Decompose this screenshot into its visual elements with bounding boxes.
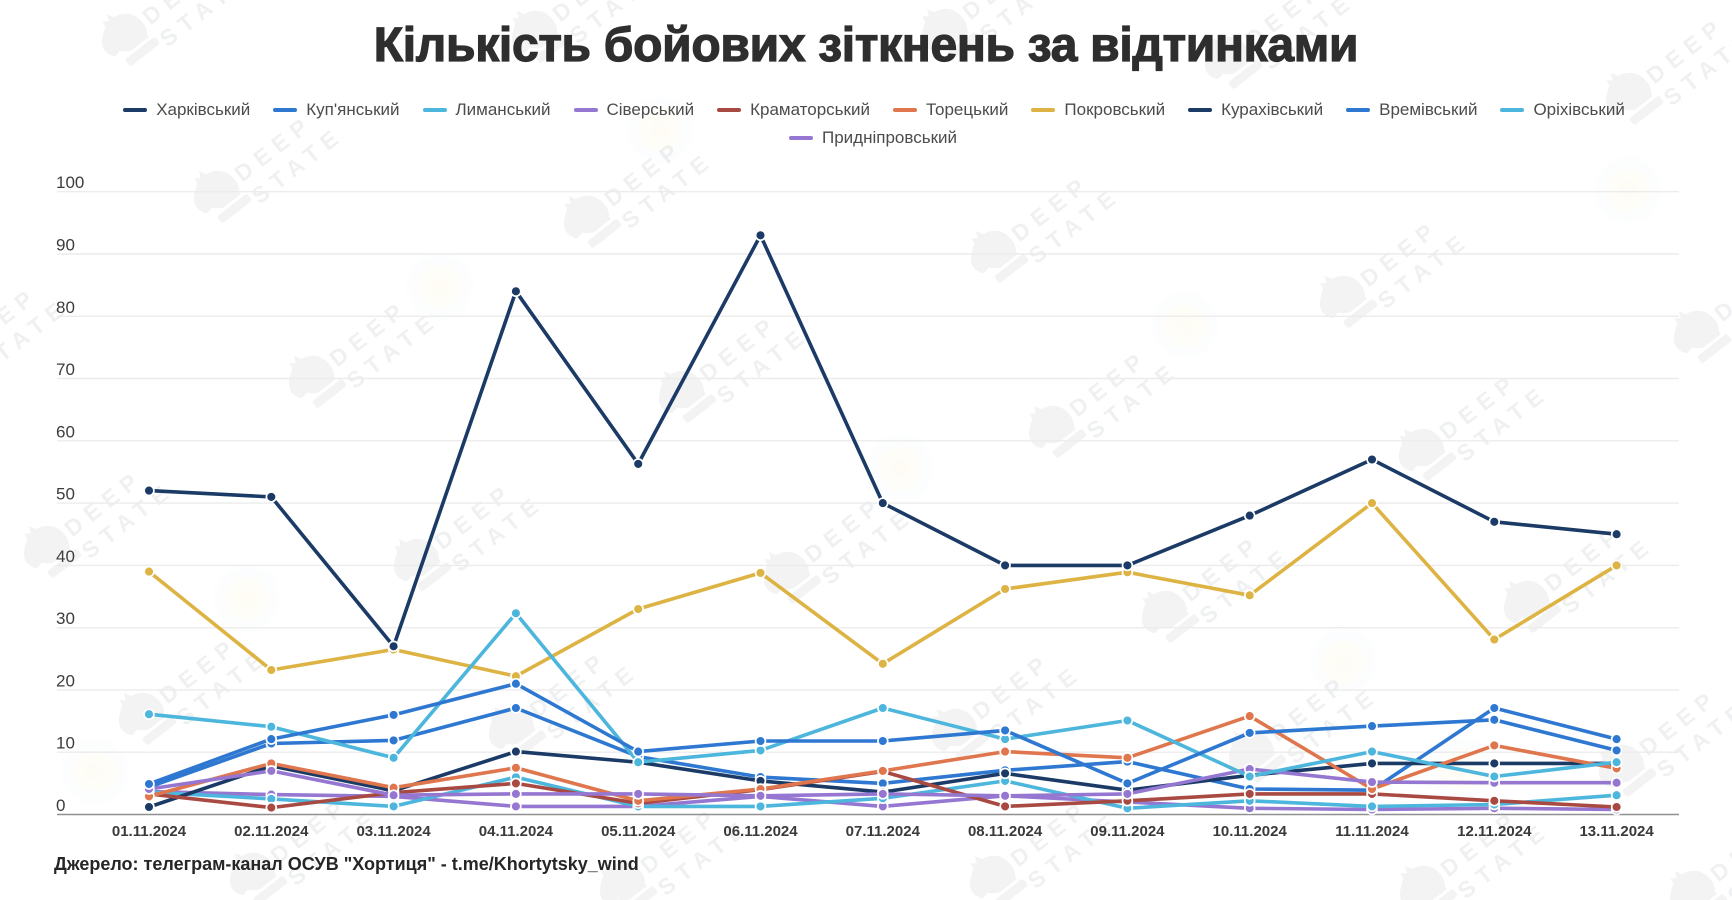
svg-text:DEEP: DEEP [1705, 809, 1732, 887]
svg-text:04.11.2024: 04.11.2024 [479, 823, 554, 840]
svg-text:01.11.2024: 01.11.2024 [112, 823, 187, 840]
svg-text:DEEP: DEEP [1709, 249, 1732, 327]
svg-text:08.11.2024: 08.11.2024 [968, 823, 1043, 840]
svg-text:03.11.2024: 03.11.2024 [356, 823, 431, 840]
svg-text:30: 30 [56, 609, 75, 628]
svg-text:80: 80 [56, 298, 75, 317]
svg-text:0: 0 [56, 796, 65, 815]
svg-text:70: 70 [56, 360, 75, 379]
svg-text:40: 40 [56, 547, 75, 566]
svg-text:10: 10 [56, 734, 75, 753]
svg-text:11.11.2024: 11.11.2024 [1335, 823, 1409, 840]
svg-text:12.11.2024: 12.11.2024 [1457, 823, 1532, 840]
svg-text:09.11.2024: 09.11.2024 [1090, 823, 1165, 840]
svg-text:02.11.2024: 02.11.2024 [234, 823, 309, 840]
svg-text:20: 20 [56, 671, 75, 690]
svg-text:13.11.2024: 13.11.2024 [1579, 823, 1654, 840]
svg-text:100: 100 [56, 173, 84, 192]
svg-text:06.11.2024: 06.11.2024 [723, 823, 798, 840]
svg-text:05.11.2024: 05.11.2024 [601, 823, 676, 840]
svg-text:50: 50 [56, 485, 75, 504]
svg-text:10.11.2024: 10.11.2024 [1213, 823, 1288, 840]
svg-text:60: 60 [56, 422, 75, 441]
svg-text:07.11.2024: 07.11.2024 [846, 823, 921, 840]
svg-text:90: 90 [56, 236, 75, 255]
